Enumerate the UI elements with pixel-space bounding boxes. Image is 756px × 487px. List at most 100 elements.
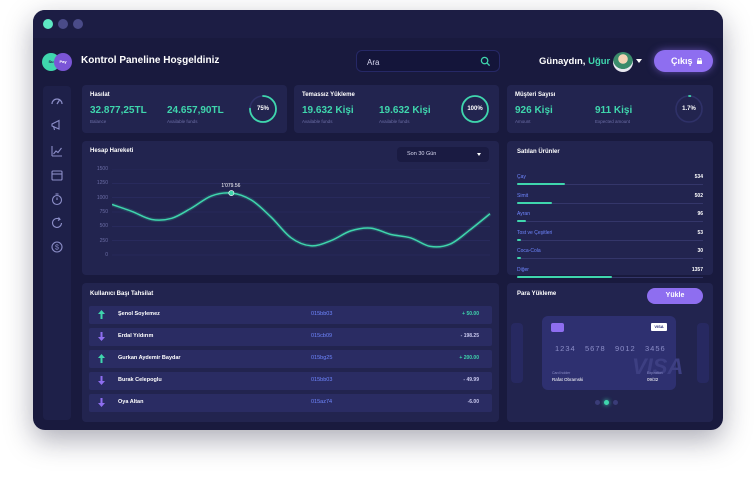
period-value: Son 30 Gün [407,151,437,157]
row-code: 015bg25 [311,355,333,361]
row-code: 015az74 [311,399,333,405]
row-amount: - 49.99 [463,377,479,383]
search-icon[interactable] [480,56,491,67]
sidebar: $ [43,86,71,420]
calendar-icon[interactable] [50,168,64,182]
top-bar: Su Pay Kontrol Paneline Hoşgeldiniz Güna… [33,38,723,86]
row-amount: + 200.00 [459,355,479,361]
page-title: Kontrol Paneline Hoşgeldiniz [81,55,220,66]
row-user-name: Burak Celepoglu [118,377,162,383]
previous-card-peek[interactable] [511,323,523,383]
payment-card: Para Yükleme Yükle VISA 1234 5678 9012 3… [507,283,713,422]
product-bar-track [517,239,703,241]
logout-button[interactable]: Çıkış [654,50,713,72]
y-tick-label: 750 [99,209,108,215]
product-value: 534 [694,174,703,180]
progress-ring [249,95,277,123]
stat-label-1: Balance [90,119,107,124]
avatar[interactable] [613,52,633,72]
stat-value-2: 911 Kişi [595,105,633,116]
ring-fill [675,95,703,123]
product-bar-fill [517,275,612,278]
account-movement-card: Hesap Hareketi Son 30 Gün 1500 1250 1000 75… [82,141,499,275]
product-value: 502 [694,192,703,199]
y-tick-label: 0 [105,252,108,258]
product-value: 30 [697,248,703,254]
row-user-name: Oya Altan [118,399,144,405]
card-expiry: 09/32 [647,377,659,382]
row-user-name: Erdal Yıldırım [118,333,154,339]
product-bar-track [517,258,703,259]
product-row: Coca-Cola 30 [517,246,703,264]
arrow-down-icon [98,398,105,407]
collections-card: Kullanıcı Başı Tahsilat Şenol Soylemez 01… [82,283,499,422]
arrow-up-icon [98,310,105,319]
product-bar-fill [517,220,527,222]
next-card-peek[interactable] [697,323,709,383]
search-input[interactable] [367,56,477,68]
table-row[interactable]: Oya Altan 015az74 -6.00 [89,394,492,412]
y-tick-label: 500 [99,223,108,230]
stat-label-2: Available funds [379,119,410,124]
search-box[interactable] [356,50,500,72]
upload-button[interactable]: Yükle [647,288,703,304]
carousel-dot[interactable] [595,400,600,405]
lock-icon [697,58,702,64]
row-user-name: Gurkan Aydemir Baydar [118,355,181,361]
card-number-group: 3456 [645,344,666,353]
refresh-icon[interactable] [50,216,64,230]
period-dropdown[interactable]: Son 30 Gün [397,147,489,162]
stat-title: Müşteri Sayısı [515,92,556,98]
y-tick-label: 1250 [96,180,108,187]
chevron-down-icon[interactable] [636,59,642,63]
table-row[interactable]: Şenol Soylemez 015bb03 + 50.00 [89,306,492,324]
stat-label-1: Amount [515,119,531,124]
row-user-name: Şenol Soylemez [118,311,160,317]
progress-ring [461,95,489,123]
series-line-glow [112,190,492,249]
carousel-dot-active[interactable] [604,400,609,405]
product-value: 53 [697,229,703,236]
arrow-down-icon [98,376,105,385]
table-row[interactable]: Erdal Yıldırım 015cb09 - 198.25 [89,328,492,346]
row-amount: -6.00 [467,399,479,405]
stat-card-revenue: Hasılat 32.877,25TL Balance 24.657,90TL … [82,85,287,133]
products-sold-card: Satılan Ürünler Çay 534 Simit 502 Ayran 96 Tos… [507,141,713,278]
stat-title: Hasılat [90,92,110,98]
y-tick-label: 1000 [96,194,108,201]
speedometer-icon[interactable] [50,94,64,108]
window-minimize-dot[interactable] [58,19,68,29]
product-row: Tost ve Çeşitleri 53 [517,228,703,246]
card-number-group: 5678 [585,344,606,353]
chart-up-icon[interactable] [50,144,64,158]
user-name: Uğur [588,56,611,67]
card-number-group: 9012 [615,344,636,353]
carousel-dot[interactable] [613,400,618,405]
window-titlebar [33,10,723,38]
chevron-down-icon [477,153,481,156]
product-bar-fill [517,257,521,259]
row-amount: + 50.00 [462,311,479,317]
product-name: Simit [517,192,529,199]
window-maximize-dot[interactable] [73,19,83,29]
megaphone-icon[interactable] [50,118,64,132]
app-logo[interactable]: Su Pay [42,53,72,71]
y-tick-label: 250 [99,237,108,244]
stat-value-2: 24.657,90TL [167,105,224,116]
credit-card[interactable]: VISA 1234 5678 9012 3456 VISA Card holde… [542,316,683,390]
stat-value-1: 926 Kişi [515,105,553,116]
peak-value-label: 1'079.56 [221,183,241,190]
arrow-up-icon [98,354,105,363]
y-tick-label: 1500 [96,166,108,172]
table-row[interactable]: Gurkan Aydemir Baydar 015bg25 + 200.00 [89,350,492,368]
visa-logo-icon: VISA [651,323,667,331]
table-row[interactable]: Burak Celepoglu 015bb03 - 49.99 [89,372,492,390]
product-value: 96 [697,211,703,217]
progress-ring-label: 1.7% [682,106,696,112]
progress-ring [675,95,703,123]
product-name: Diğer [517,266,529,273]
card-expiry-label: Expiration [647,371,663,375]
dollar-coin-icon[interactable]: $ [50,240,64,254]
window-close-dot[interactable] [43,19,53,29]
timer-icon[interactable] [50,192,64,206]
